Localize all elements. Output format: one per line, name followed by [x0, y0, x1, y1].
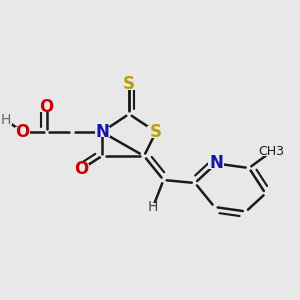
FancyBboxPatch shape	[120, 78, 138, 90]
Text: O: O	[15, 123, 30, 141]
FancyBboxPatch shape	[147, 202, 159, 211]
Text: H: H	[1, 113, 11, 127]
Text: S: S	[123, 75, 135, 93]
FancyBboxPatch shape	[74, 164, 88, 175]
Text: O: O	[74, 160, 88, 178]
Text: N: N	[95, 123, 109, 141]
FancyBboxPatch shape	[94, 127, 110, 137]
Text: H: H	[148, 200, 158, 214]
FancyBboxPatch shape	[147, 126, 165, 138]
FancyBboxPatch shape	[208, 158, 224, 169]
Text: O: O	[39, 98, 54, 116]
FancyBboxPatch shape	[15, 127, 30, 137]
Text: CH3: CH3	[259, 145, 284, 158]
Text: N: N	[209, 154, 223, 172]
FancyBboxPatch shape	[0, 116, 12, 124]
FancyBboxPatch shape	[261, 147, 282, 156]
Text: S: S	[150, 123, 162, 141]
FancyBboxPatch shape	[39, 101, 54, 112]
